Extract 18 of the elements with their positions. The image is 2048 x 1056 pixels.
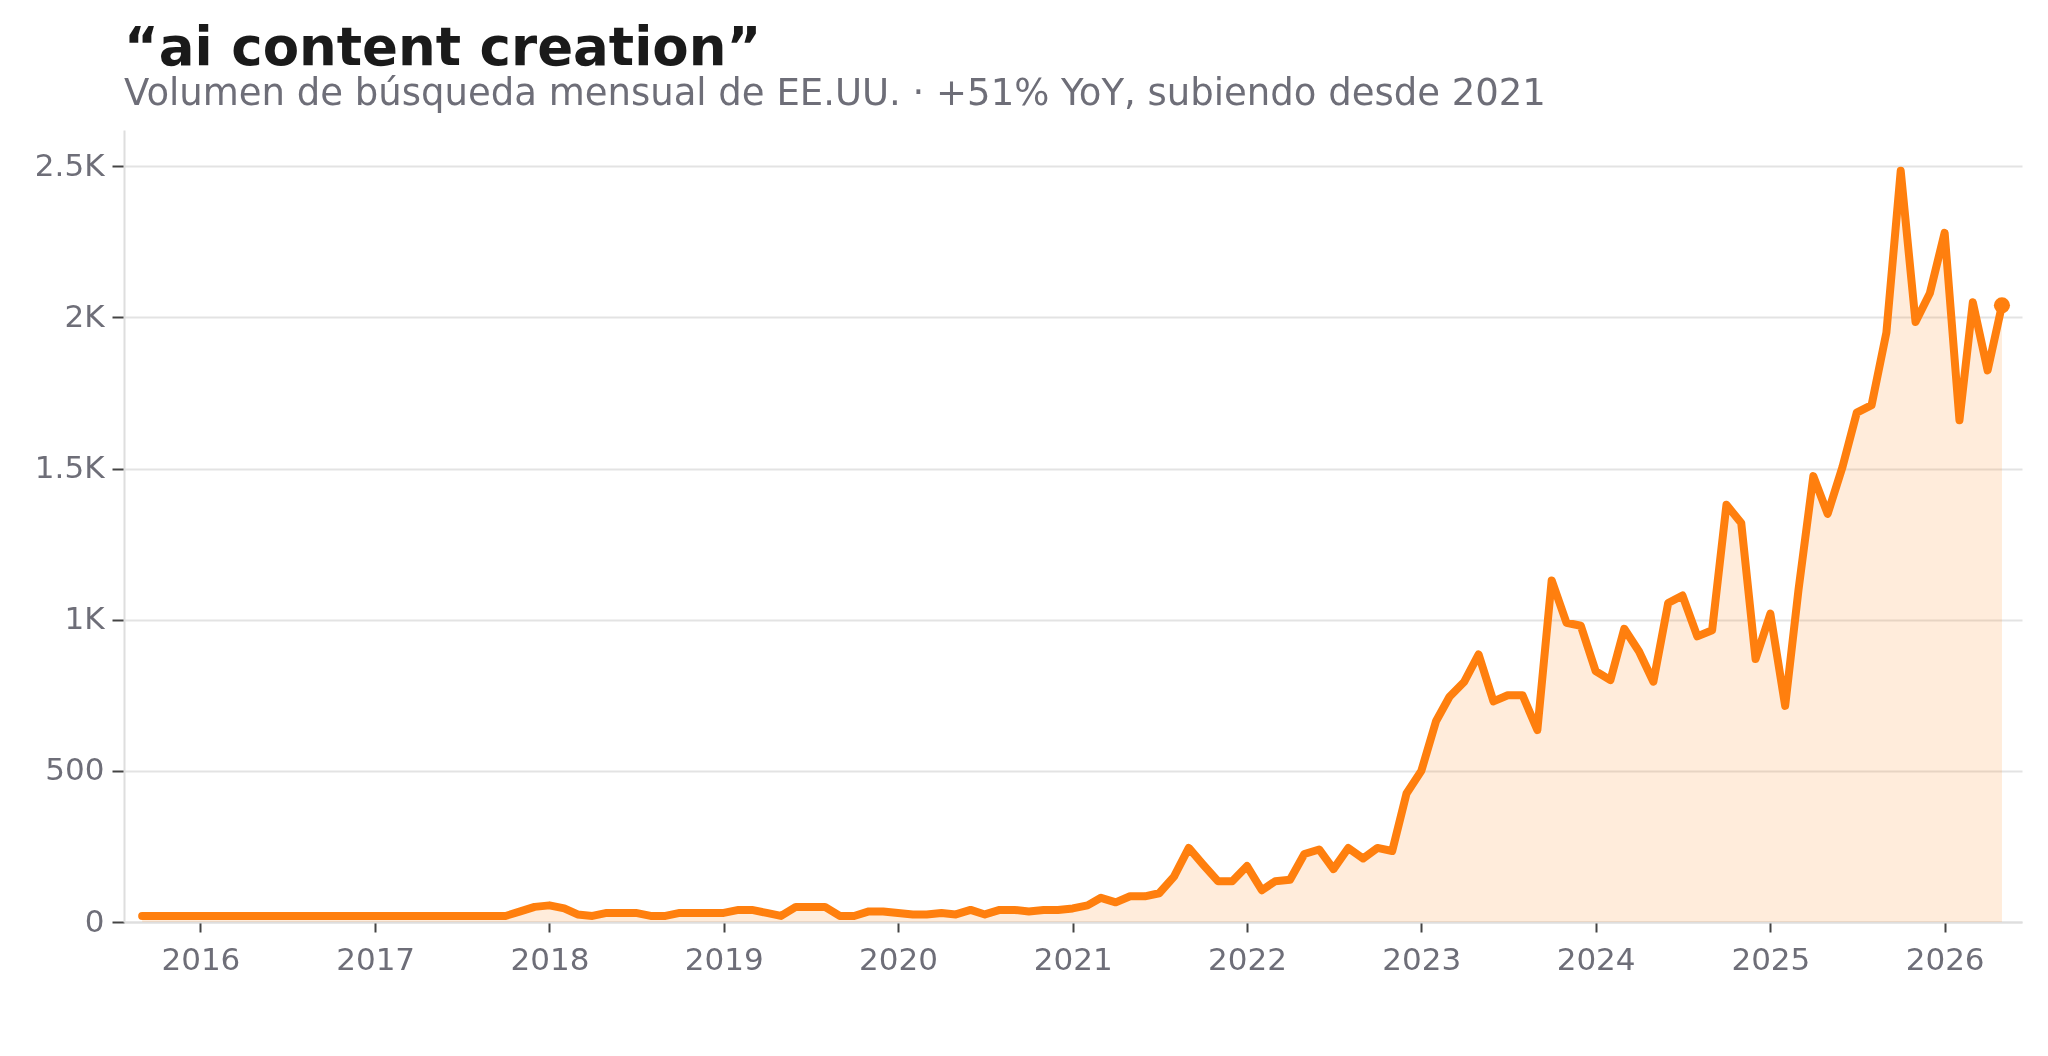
x-tick-label: 2019	[684, 940, 764, 977]
x-tick-label: 2025	[1731, 940, 1811, 977]
x-tick-label: 2017	[336, 940, 416, 977]
x-tick-label: 2020	[859, 940, 938, 977]
x-tick-label: 2024	[1556, 940, 1636, 977]
x-tick-label: 2021	[1033, 940, 1113, 977]
x-tick-label: 2026	[1905, 940, 1985, 977]
y-tick-label: 0	[84, 902, 105, 939]
x-tick-label: 2023	[1382, 940, 1462, 977]
y-tick-label: 2K	[64, 297, 106, 334]
y-tick-label: 500	[45, 751, 105, 788]
x-tick-label: 2016	[161, 940, 241, 977]
y-tick-label: 1K	[64, 600, 106, 637]
x-tick-label: 2018	[510, 940, 590, 977]
y-tick-label: 1.5K	[34, 449, 106, 486]
x-tick-label: 2022	[1208, 940, 1287, 977]
y-tick-label: 2.5K	[34, 146, 106, 183]
chart-subtitle: Volumen de búsqueda mensual de EE.UU. · +51% YoY, subiendo desde 2021	[124, 71, 1546, 114]
